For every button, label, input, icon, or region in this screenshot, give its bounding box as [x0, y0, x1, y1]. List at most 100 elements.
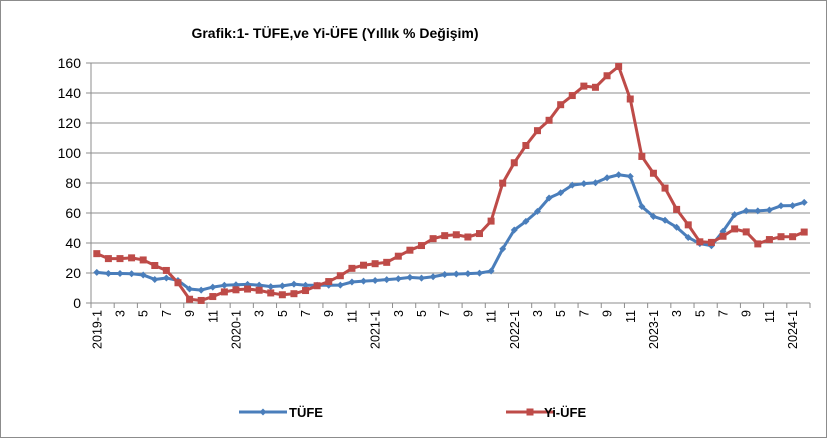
x-tick-label: 5 — [554, 310, 568, 317]
data-point-tufe — [278, 282, 286, 290]
data-point-tufe — [151, 275, 159, 283]
data-point-yi-ufe — [209, 293, 217, 301]
data-point-tufe — [661, 216, 669, 224]
data-point-yi-ufe — [673, 205, 681, 213]
x-tick-label: 9 — [461, 310, 475, 317]
x-tick-label-group: 3 — [670, 310, 684, 317]
x-tick-label: 2019-1 — [90, 310, 104, 349]
data-point-tufe — [777, 202, 785, 210]
data-point-tufe — [487, 267, 495, 275]
data-point-tufe — [499, 245, 507, 253]
x-tick-label-group: 2023-1 — [647, 310, 661, 349]
data-point-yi-ufe — [800, 228, 808, 236]
data-point-tufe — [104, 269, 112, 277]
x-tick-label: 5 — [276, 310, 290, 317]
data-point-yi-ufe — [638, 152, 646, 160]
data-point-yi-ufe — [383, 258, 391, 266]
x-tick-label-group: 5 — [137, 310, 151, 317]
x-tick-label-group: 2019-1 — [90, 310, 104, 349]
x-tick-label-group: 9 — [183, 310, 197, 317]
x-tick-label: 2021-1 — [369, 310, 383, 349]
y-tick-label: 20 — [65, 265, 81, 281]
data-point-tufe — [765, 206, 773, 214]
data-point-tufe — [290, 280, 298, 288]
data-point-yi-ufe — [499, 179, 507, 187]
data-point-tufe — [510, 226, 518, 234]
x-tick-label: 7 — [717, 310, 731, 317]
data-point-tufe — [603, 174, 611, 182]
x-tick-label: 11 — [345, 310, 359, 323]
x-tick-label: 7 — [299, 310, 313, 317]
data-point-tufe — [638, 203, 646, 211]
data-point-tufe — [336, 281, 344, 289]
data-point-tufe — [742, 207, 750, 215]
data-point-tufe — [789, 202, 797, 210]
data-point-yi-ufe — [406, 246, 414, 254]
data-point-yi-ufe — [278, 291, 286, 299]
data-point-tufe — [93, 268, 101, 276]
x-tick-label-group: 5 — [276, 310, 290, 317]
data-point-yi-ufe — [128, 254, 136, 262]
x-tick-label: 7 — [160, 310, 174, 317]
data-point-tufe — [522, 217, 530, 225]
x-tick-label-group: 3 — [113, 310, 127, 317]
data-point-yi-ufe — [696, 238, 704, 246]
x-tick-label-group: 11 — [763, 310, 777, 323]
data-point-yi-ufe — [707, 238, 715, 246]
x-tick-label: 11 — [485, 310, 499, 323]
data-point-tufe — [557, 189, 565, 197]
data-point-yi-ufe — [418, 242, 426, 250]
data-point-tufe — [383, 276, 391, 284]
data-point-tufe — [116, 269, 124, 277]
chart-title: Grafik:1- TÜFE,ve Yi-ÜFE (Yıllık % Değiş… — [191, 25, 478, 41]
y-tick-label: 120 — [58, 115, 82, 131]
x-tick-label: 2023-1 — [647, 310, 661, 349]
data-point-tufe — [441, 271, 449, 278]
x-tick-label-group: 7 — [438, 310, 452, 317]
data-point-tufe — [394, 275, 402, 283]
data-point-yi-ufe — [603, 72, 611, 80]
x-tick-label: 9 — [322, 310, 336, 317]
x-tick-label-group: 2022-1 — [508, 310, 522, 349]
data-point-yi-ufe — [371, 260, 379, 268]
data-point-tufe — [591, 179, 599, 187]
x-tick-label: 11 — [763, 310, 777, 323]
x-tick-label-group: 5 — [693, 310, 707, 317]
x-tick-label-group: 9 — [322, 310, 336, 317]
data-point-tufe — [568, 181, 576, 189]
data-point-tufe — [545, 194, 553, 202]
data-point-yi-ufe — [116, 255, 124, 263]
data-point-yi-ufe — [441, 232, 449, 240]
data-point-tufe — [186, 285, 194, 293]
x-tick-label: 3 — [392, 310, 406, 317]
y-tick-label: 40 — [65, 235, 81, 251]
legend-marker-yi-ufe — [526, 408, 534, 416]
data-point-yi-ufe — [649, 169, 657, 177]
x-tick-label: 7 — [577, 310, 591, 317]
data-point-yi-ufe — [731, 225, 739, 233]
data-point-tufe — [615, 171, 623, 179]
x-tick-label-group: 7 — [160, 310, 174, 317]
data-point-yi-ufe — [429, 235, 437, 243]
data-point-tufe — [464, 270, 472, 278]
x-tick-label-group: 7 — [299, 310, 313, 317]
data-point-yi-ufe — [186, 295, 194, 303]
x-tick-label-group: 11 — [624, 310, 638, 323]
data-point-yi-ufe — [452, 231, 460, 239]
data-point-tufe — [209, 283, 217, 291]
data-point-tufe — [371, 277, 379, 284]
data-point-yi-ufe — [162, 266, 170, 274]
x-tick-label: 9 — [601, 310, 615, 317]
data-point-yi-ufe — [533, 127, 541, 135]
data-point-tufe — [360, 277, 368, 285]
x-tick-label: 2020-1 — [229, 310, 243, 349]
data-point-yi-ufe — [255, 286, 263, 294]
x-tick-label-group: 11 — [206, 310, 220, 323]
data-point-yi-ufe — [754, 240, 762, 248]
data-point-tufe — [673, 223, 681, 231]
x-tick-label: 3 — [670, 310, 684, 317]
x-tick-label-group: 3 — [253, 310, 267, 317]
data-point-yi-ufe — [174, 279, 182, 287]
